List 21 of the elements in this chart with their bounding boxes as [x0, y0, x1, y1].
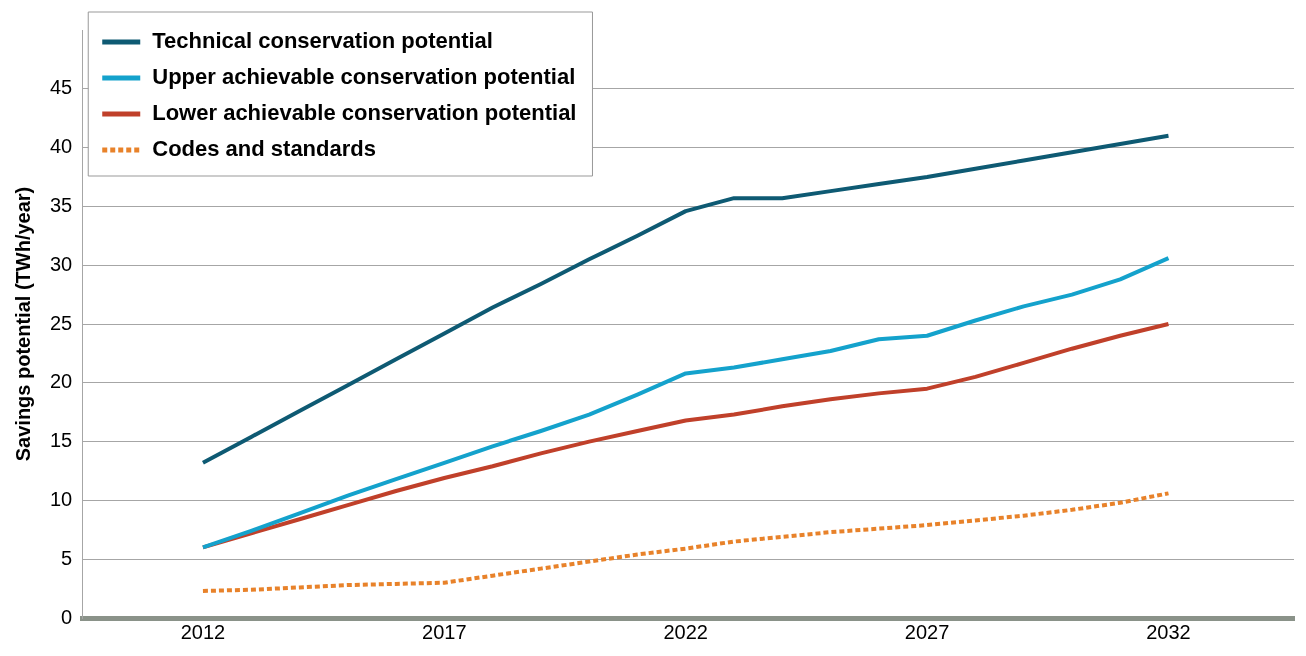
- x-tick-label: 2022: [663, 620, 708, 643]
- legend-label: Upper achievable conservation potential: [152, 64, 576, 90]
- y-tick-label: 30: [50, 252, 73, 275]
- y-tick-label: 35: [50, 193, 73, 216]
- x-tick-label: 2027: [904, 620, 950, 643]
- y-tick-label: 45: [50, 76, 73, 99]
- legend-label: Codes and standards: [152, 136, 376, 162]
- y-tick-label: 0: [61, 605, 73, 628]
- x-tick-label: 2017: [422, 620, 467, 643]
- x-tick-label: 2012: [180, 620, 226, 643]
- legend-label: Lower achievable conservation potential: [152, 100, 577, 126]
- legend-label: Technical conservation potential: [152, 28, 493, 54]
- x-tick-label: 2032: [1146, 620, 1191, 643]
- y-tick-label: 40: [50, 135, 73, 158]
- line-series: [200, 491, 1171, 593]
- y-tick-label: 20: [50, 370, 73, 393]
- y-tick-label: 5: [61, 546, 73, 569]
- y-tick-label: 15: [50, 429, 73, 452]
- y-tick-label: 10: [50, 487, 73, 510]
- y-axis-title: Savings potential (TWh/year): [11, 186, 34, 462]
- y-tick-label: 25: [50, 311, 73, 334]
